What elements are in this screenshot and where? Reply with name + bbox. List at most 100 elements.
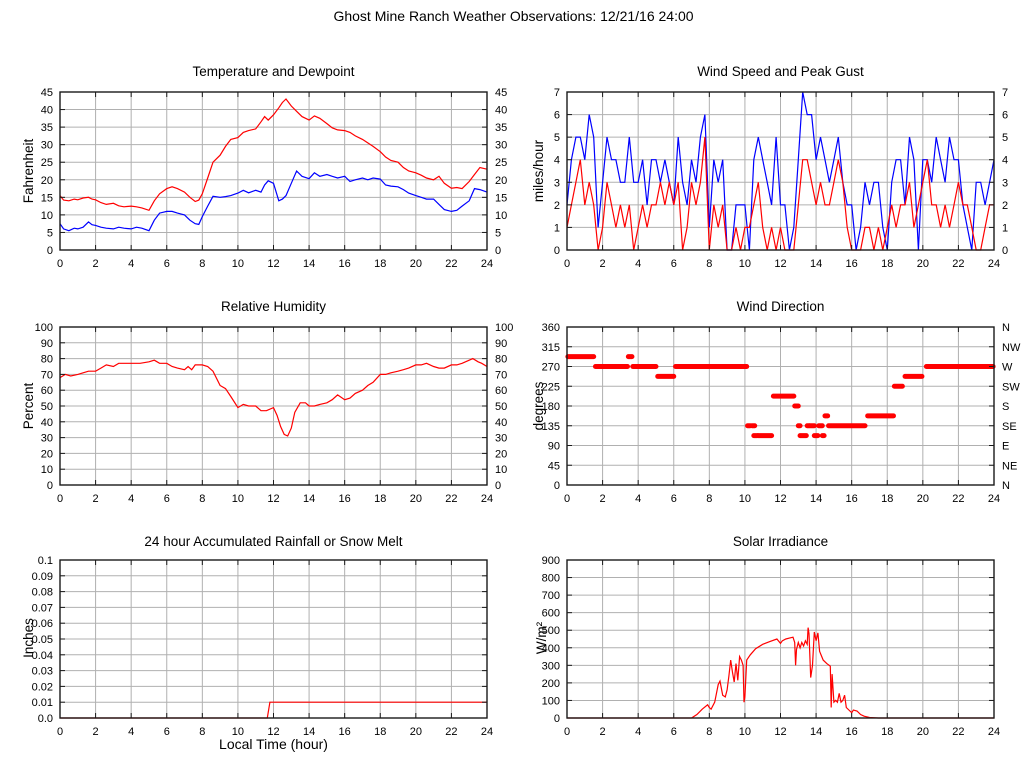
chart-title-solar-irradiance: Solar Irradiance [732, 534, 829, 549]
svg-text:3: 3 [554, 177, 560, 189]
svg-text:16: 16 [846, 726, 858, 738]
svg-text:2: 2 [554, 200, 560, 212]
svg-text:24: 24 [988, 726, 1000, 738]
svg-text:14: 14 [303, 493, 315, 505]
svg-text:100: 100 [35, 322, 53, 334]
svg-text:24: 24 [988, 258, 1000, 270]
svg-text:700: 700 [542, 590, 560, 602]
svg-text:14: 14 [810, 258, 822, 270]
chart-title-wind-direction: Wind Direction [736, 299, 825, 314]
svg-text:25: 25 [495, 157, 507, 169]
svg-text:12: 12 [267, 726, 279, 738]
svg-text:400: 400 [542, 643, 560, 655]
svg-text:10: 10 [739, 493, 751, 505]
svg-text:16: 16 [339, 493, 351, 505]
svg-text:80: 80 [41, 354, 53, 366]
svg-text:300: 300 [542, 660, 560, 672]
svg-text:40: 40 [495, 417, 507, 429]
svg-text:5: 5 [554, 132, 560, 144]
svg-text:0.08: 0.08 [32, 587, 53, 599]
svg-text:15: 15 [495, 192, 507, 204]
svg-text:18: 18 [374, 258, 386, 270]
svg-text:2: 2 [600, 726, 606, 738]
page-title: Ghost Mine Ranch Weather Observations: 1… [333, 8, 694, 24]
svg-text:10: 10 [495, 464, 507, 476]
svg-text:N: N [1002, 322, 1010, 334]
svg-text:8: 8 [706, 726, 712, 738]
svg-text:0: 0 [57, 493, 63, 505]
svg-text:60: 60 [495, 385, 507, 397]
svg-text:50: 50 [41, 401, 53, 413]
svg-text:0.06: 0.06 [32, 618, 53, 630]
svg-text:70: 70 [41, 369, 53, 381]
svg-text:12: 12 [774, 726, 786, 738]
svg-text:18: 18 [881, 258, 893, 270]
svg-text:6: 6 [671, 493, 677, 505]
svg-text:0: 0 [564, 726, 570, 738]
svg-text:6: 6 [164, 258, 170, 270]
svg-text:0: 0 [47, 480, 53, 492]
svg-text:N: N [1002, 480, 1010, 492]
chart-title-temperature-dewpoint: Temperature and Dewpoint [192, 64, 355, 79]
svg-text:10: 10 [739, 258, 751, 270]
chart-title-wind-speed: Wind Speed and Peak Gust [697, 64, 864, 79]
svg-text:80: 80 [495, 354, 507, 366]
svg-text:S: S [1002, 401, 1009, 413]
svg-text:40: 40 [41, 417, 53, 429]
svg-text:NE: NE [1002, 460, 1017, 472]
svg-text:8: 8 [706, 493, 712, 505]
svg-text:30: 30 [495, 140, 507, 152]
chart-title-relative-humidity: Relative Humidity [220, 299, 327, 314]
svg-text:0.07: 0.07 [32, 602, 53, 614]
svg-text:70: 70 [495, 369, 507, 381]
svg-text:4: 4 [128, 493, 134, 505]
svg-text:0.05: 0.05 [32, 634, 53, 646]
svg-text:10: 10 [739, 726, 751, 738]
svg-text:15: 15 [41, 192, 53, 204]
svg-text:0: 0 [564, 258, 570, 270]
svg-text:4: 4 [128, 726, 134, 738]
svg-text:20: 20 [410, 258, 422, 270]
svg-text:10: 10 [232, 726, 244, 738]
svg-text:20: 20 [410, 726, 422, 738]
svg-text:0.0: 0.0 [38, 713, 53, 725]
svg-text:14: 14 [303, 258, 315, 270]
svg-text:25: 25 [41, 157, 53, 169]
svg-text:360: 360 [542, 322, 560, 334]
svg-text:2: 2 [600, 493, 606, 505]
svg-text:40: 40 [41, 105, 53, 117]
relative-humidity-plot: 0 2 4 6 8 10 12 14 16 18 20 22 240102030405060708090… [35, 322, 514, 505]
svg-text:8: 8 [199, 493, 205, 505]
svg-text:315: 315 [542, 342, 560, 354]
svg-text:6: 6 [671, 726, 677, 738]
svg-text:5: 5 [1002, 132, 1008, 144]
svg-text:4: 4 [635, 726, 641, 738]
svg-text:22: 22 [445, 258, 457, 270]
svg-text:8: 8 [199, 726, 205, 738]
svg-text:60: 60 [41, 385, 53, 397]
svg-text:6: 6 [1002, 110, 1008, 122]
svg-text:45: 45 [41, 87, 53, 99]
svg-text:500: 500 [542, 625, 560, 637]
svg-text:5: 5 [47, 227, 53, 239]
svg-text:8: 8 [199, 258, 205, 270]
svg-text:10: 10 [41, 464, 53, 476]
svg-text:SE: SE [1002, 421, 1017, 433]
solar-irradiance-plot: 0 2 4 6 8 10 12 14 16 18 20 22 240100200300400500600… [542, 555, 1000, 738]
svg-text:0: 0 [57, 726, 63, 738]
svg-text:16: 16 [339, 258, 351, 270]
svg-text:4: 4 [1002, 155, 1008, 167]
svg-text:0.03: 0.03 [32, 666, 53, 678]
svg-text:600: 600 [542, 608, 560, 620]
svg-text:22: 22 [445, 726, 457, 738]
svg-text:18: 18 [374, 493, 386, 505]
svg-text:14: 14 [303, 726, 315, 738]
svg-text:6: 6 [164, 726, 170, 738]
svg-text:2: 2 [1002, 200, 1008, 212]
svg-text:0: 0 [554, 245, 560, 257]
svg-text:135: 135 [542, 421, 560, 433]
svg-text:6: 6 [164, 493, 170, 505]
svg-text:4: 4 [554, 155, 560, 167]
svg-text:40: 40 [495, 105, 507, 117]
